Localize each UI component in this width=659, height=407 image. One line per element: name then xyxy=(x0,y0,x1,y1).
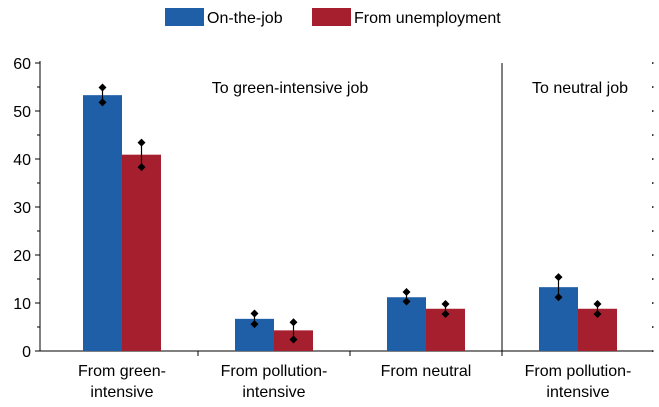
right-minor-tick-mark xyxy=(652,230,654,232)
right-minor-tick-mark xyxy=(652,182,654,184)
y-tick-label: 30 xyxy=(13,200,31,217)
legend-label-0: On-the-job xyxy=(207,10,283,27)
error-marker-0-0-1 xyxy=(98,98,107,107)
right-tick-mark xyxy=(652,254,654,256)
right-tick-mark xyxy=(652,206,654,208)
error-marker-1-3-0 xyxy=(593,299,602,308)
error-marker-0-3-0 xyxy=(554,273,563,282)
error-marker-0-2-1 xyxy=(402,297,411,306)
error-marker-0-0-0 xyxy=(98,83,107,92)
right-tick-mark xyxy=(652,110,654,112)
panel-labels: To green-intensive job To neutral job xyxy=(212,80,628,97)
bar-1-0 xyxy=(122,154,161,351)
category-labels: From green-intensive From pollution-inten… xyxy=(78,363,631,401)
legend: On-the-job From unemployment xyxy=(165,8,501,27)
error-marker-1-3-1 xyxy=(593,310,602,319)
y-tick-label: 20 xyxy=(13,248,31,265)
legend-swatch-1 xyxy=(312,8,351,26)
bar-0-0 xyxy=(83,95,122,351)
right-tick-mark xyxy=(652,350,654,352)
right-tick-mark xyxy=(652,158,654,160)
error-marker-1-0-1 xyxy=(137,163,146,172)
error-marker-1-1-1 xyxy=(289,335,298,344)
y-tick-label: 50 xyxy=(13,104,31,121)
legend-label-1: From unemployment xyxy=(354,10,501,27)
y-tick-label: 10 xyxy=(13,296,31,313)
category-label-2-0: From neutral xyxy=(381,363,472,380)
y-tick-label: 40 xyxy=(13,152,31,169)
y-tick-label: 60 xyxy=(13,56,31,73)
error-marker-0-1-1 xyxy=(250,320,259,329)
error-marker-1-1-0 xyxy=(289,318,298,327)
right-minor-tick-mark xyxy=(652,134,654,136)
panel-label-0: To green-intensive job xyxy=(212,80,369,97)
error-marker-1-2-1 xyxy=(441,310,450,319)
bars xyxy=(83,95,617,351)
bar-0-2 xyxy=(387,297,426,351)
legend-swatch-0 xyxy=(165,8,204,26)
right-minor-tick-mark xyxy=(652,278,654,280)
right-tick-mark xyxy=(652,302,654,304)
category-label-1-0: From pollution- xyxy=(221,363,328,380)
y-tick-label: 0 xyxy=(22,344,31,361)
error-marker-1-0-0 xyxy=(137,138,146,147)
category-label-1-1: intensive xyxy=(242,384,305,401)
category-label-0-0: From green- xyxy=(78,363,166,380)
error-marker-0-3-1 xyxy=(554,293,563,302)
error-marker-0-2-0 xyxy=(402,287,411,296)
category-label-3-0: From pollution- xyxy=(525,363,632,380)
panel-label-1: To neutral job xyxy=(532,80,628,97)
right-minor-tick-mark xyxy=(652,86,654,88)
right-minor-tick-mark xyxy=(652,326,654,328)
right-tick-mark xyxy=(652,62,654,64)
error-bars xyxy=(98,83,602,344)
category-label-3-1: intensive xyxy=(546,384,609,401)
category-label-0-1: intensive xyxy=(90,384,153,401)
error-marker-0-1-0 xyxy=(250,309,259,318)
error-marker-1-2-0 xyxy=(441,299,450,308)
